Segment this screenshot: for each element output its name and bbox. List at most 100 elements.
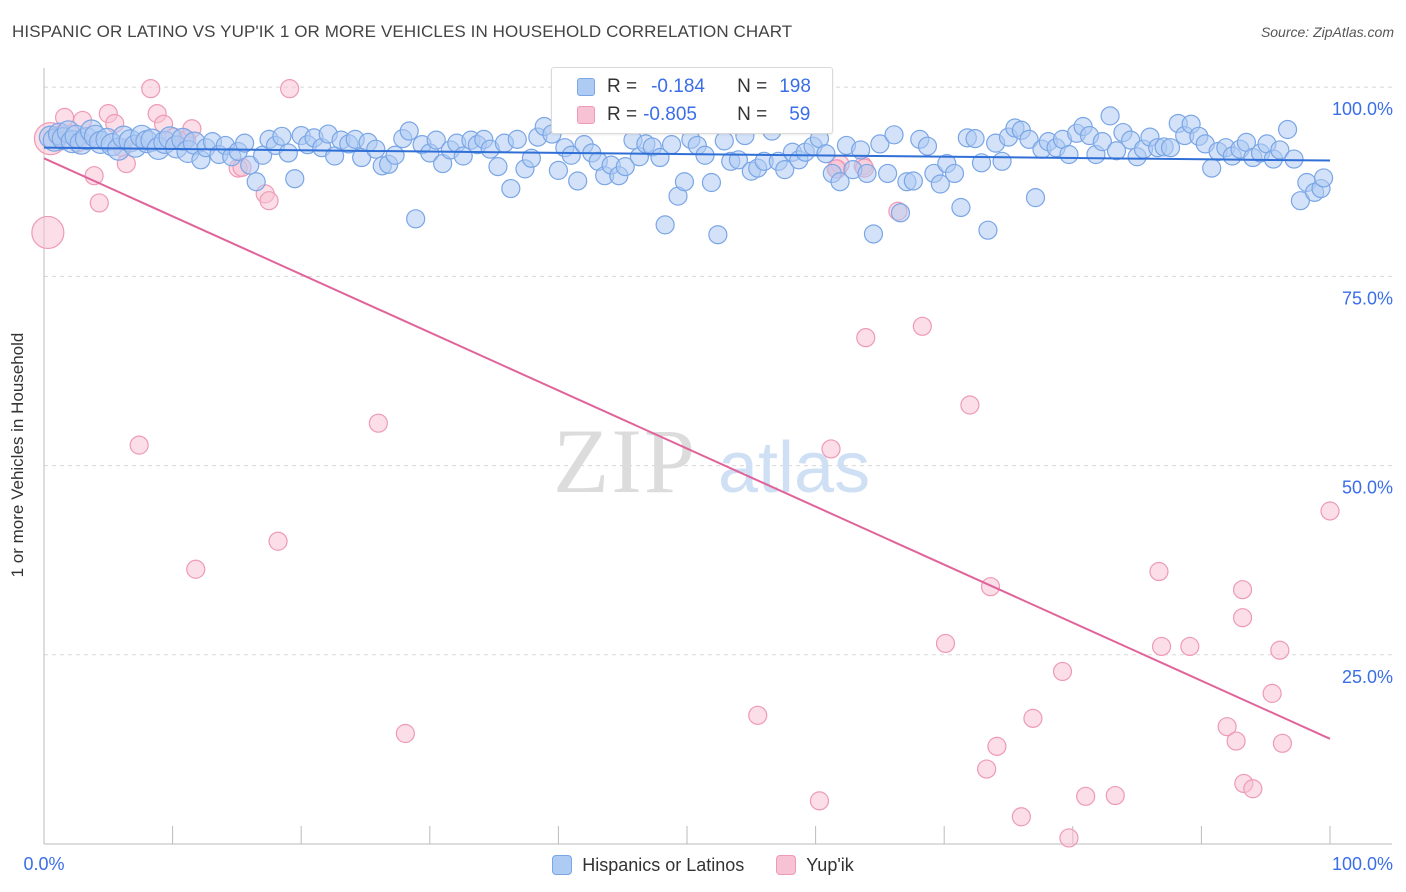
legend-row-hispanic: R = -0.184 N = 198 [552, 72, 811, 102]
chart-title: HISPANIC OR LATINO VS YUP'IK 1 OR MORE V… [12, 22, 793, 41]
trendline-yupik [43, 157, 1331, 740]
data-point [821, 439, 841, 459]
legend-swatch-blue [577, 78, 595, 96]
data-point [944, 163, 965, 184]
data-point [870, 134, 890, 154]
data-point [890, 203, 911, 223]
data-point [507, 129, 527, 149]
data-point [1284, 149, 1304, 169]
y-tick-label: 100.0% [1332, 99, 1393, 119]
data-point [714, 131, 734, 151]
data-point [1226, 731, 1246, 751]
legend-r-label: R = [607, 104, 638, 125]
data-point [1160, 138, 1181, 158]
data-point [1149, 561, 1169, 582]
data-point [674, 172, 695, 192]
data-point [385, 145, 405, 165]
data-point [1232, 608, 1253, 628]
data-point [259, 191, 279, 211]
data-point [1100, 106, 1120, 126]
data-point [521, 148, 541, 168]
data-point [917, 136, 938, 156]
data-point [1076, 786, 1096, 806]
data-point [1092, 132, 1112, 152]
y-tick-label: 75.0% [1342, 288, 1393, 308]
data-point [1313, 168, 1334, 188]
legend-r-value: -0.805 [643, 104, 697, 125]
data-point [655, 215, 675, 235]
data-point [406, 209, 426, 229]
data-point [992, 151, 1012, 171]
trendline-hispanic [43, 146, 1331, 162]
data-point [971, 153, 992, 173]
series-legend: Hispanics or Latinos Yup'ik [0, 852, 1406, 878]
data-point [246, 172, 266, 192]
watermark-atlas: atlas [718, 428, 870, 508]
data-point [951, 197, 971, 218]
data-point [701, 172, 722, 193]
watermark: ZIP atlas [553, 410, 870, 512]
legend-swatch-pink [577, 106, 595, 124]
series-swatch-blue [552, 855, 573, 875]
data-point [1011, 807, 1031, 827]
series-legend-hispanic: Hispanics or Latinos [552, 855, 744, 876]
data-point [977, 759, 997, 779]
series-label-yupik: Yup'ik [806, 854, 854, 875]
data-point [935, 633, 956, 654]
data-point [748, 705, 768, 725]
data-point [708, 225, 728, 245]
legend-n-label: N = [737, 104, 768, 125]
data-point [1180, 636, 1200, 657]
data-point [426, 130, 446, 150]
data-point [395, 723, 415, 744]
data-point [863, 224, 884, 244]
data-point [978, 220, 998, 240]
data-point [1059, 144, 1079, 165]
data-point [1052, 661, 1073, 682]
data-point [1202, 158, 1222, 178]
data-point [830, 172, 850, 192]
series-legend-yupik: Yup'ik [776, 854, 854, 876]
legend-r-value: -0.184 [651, 76, 705, 97]
data-point [89, 193, 109, 213]
data-point [240, 155, 260, 175]
data-point [878, 163, 898, 184]
data-point [1023, 708, 1043, 728]
data-point [980, 577, 1001, 597]
data-point [368, 413, 388, 433]
data-point [186, 559, 206, 579]
data-point [568, 171, 588, 191]
series-label-hispanic: Hispanics or Latinos [582, 854, 745, 875]
data-point [1059, 828, 1079, 848]
data-point [816, 144, 836, 164]
data-point [1290, 191, 1311, 211]
y-axis-label: 1 or more Vehicles in Household [8, 332, 27, 578]
data-point [366, 139, 386, 159]
data-point [31, 215, 65, 250]
data-point [141, 79, 161, 99]
data-point [1105, 785, 1125, 806]
data-point [399, 121, 419, 141]
data-point [235, 133, 255, 153]
source-credit: Source: ZipAtlas.com [1260, 24, 1394, 40]
data-point [84, 166, 104, 186]
data-point [775, 160, 795, 180]
data-point [129, 435, 149, 455]
data-point [615, 157, 635, 177]
x-tick-label: 0.0% [23, 854, 64, 874]
data-point [1025, 188, 1046, 208]
data-point [272, 126, 292, 146]
data-point [1270, 640, 1290, 660]
data-point [1217, 717, 1237, 737]
data-point [903, 171, 923, 191]
y-tick-label: 25.0% [1342, 667, 1393, 687]
data-point [501, 178, 521, 199]
x-tick-label: 100.0% [1332, 854, 1393, 874]
axes [43, 68, 1392, 845]
stats-legend: R = -0.184 N = 198 R = -0.805 N = 59 [551, 67, 833, 134]
data-point [488, 157, 508, 177]
tick-labels: 100.0% 75.0% 50.0% 25.0% 0.0% 100.0% [23, 99, 1393, 874]
y-tick-label: 50.0% [1342, 478, 1393, 498]
data-point [280, 79, 300, 99]
